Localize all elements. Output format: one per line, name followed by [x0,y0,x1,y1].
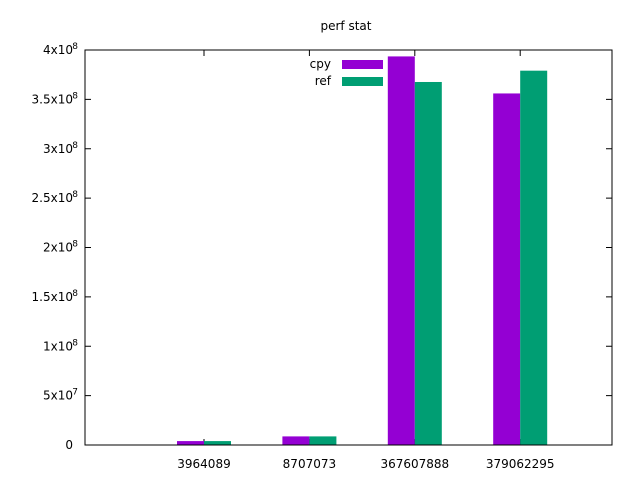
legend: cpy ref [310,57,383,88]
x-tick-label: 3964089 [177,457,230,471]
bar-ref-8707073 [309,436,337,445]
y-tick-label: 2x10 [43,241,73,255]
y-tick-exponent: 8 [72,91,78,101]
y-tick-label: 4x10 [43,43,73,57]
y-tick-exponent: 8 [72,141,78,151]
x-tick-label: 379062295 [486,457,555,471]
y-tick-exponent: 8 [72,289,78,299]
plot-frame [84,49,613,446]
x-tick-label: 367607888 [380,457,449,471]
bar-cpy-3964089 [177,441,204,445]
bar-ref-367607888 [414,81,442,445]
y-tick-label: 2.5x10 [32,191,73,205]
y-tick-exponent: 8 [72,338,78,348]
y-tick-exponent: 7 [72,388,78,398]
y-tick-exponent: 8 [72,42,78,52]
bars [177,56,548,445]
y-tick-label: 5x10 [43,389,73,403]
bar-cpy-8707073 [282,436,310,445]
y-tick-label: 0 [65,438,73,452]
y-tick-label: 3x10 [43,142,73,156]
legend-swatch-cpy [342,60,383,69]
x-axis: 3964089 8707073 367607888 379062295 [177,50,555,471]
bar-ref-379062295 [520,70,548,445]
legend-swatch-ref [342,77,383,86]
y-tick-exponent: 8 [72,190,78,200]
y-tick-exponent: 8 [72,240,78,250]
chart-title: perf stat [321,19,372,33]
bar-cpy-367607888 [387,56,415,445]
legend-label-cpy: cpy [310,57,331,71]
x-tick-label: 8707073 [283,457,336,471]
legend-label-ref: ref [315,74,332,88]
y-tick-label: 1.5x10 [32,290,73,304]
y-tick-label: 3.5x10 [32,92,73,106]
bar-cpy-379062295 [493,93,521,445]
y-tick-label: 1x10 [43,339,73,353]
bar-ref-3964089 [204,441,231,445]
